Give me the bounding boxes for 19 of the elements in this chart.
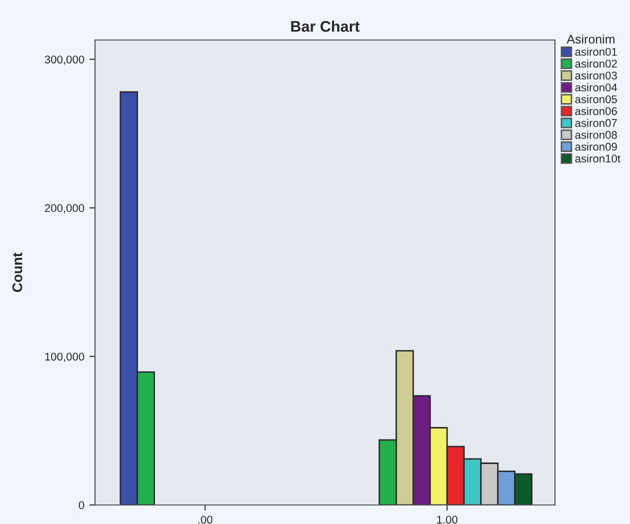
legend-title: Asironim [566,34,614,44]
legend-label: asiron07 [575,118,617,127]
chart-title: Bar Chart [291,20,360,32]
legend-label: asiron04 [575,83,618,92]
x-tick-label: .00 [198,516,212,524]
legend-label: asiron03 [575,71,617,80]
legend-label: asiron06 [575,106,617,116]
y-tick-label: 200,000 [44,204,84,214]
y-tick-label: 0 [78,501,84,510]
y-axis-title: Count [12,252,22,292]
y-tick-label: 100,000 [45,352,84,362]
legend-label: asiron05 [575,95,617,104]
legend-label: asiron02 [575,59,617,68]
legend-label: asiron09 [575,142,617,151]
y-tick-label: 300,000 [44,56,84,65]
legend-label: asiron08 [575,130,617,139]
legend-label: asiron10t [575,154,620,163]
legend-label: asiron01 [575,48,617,56]
x-tick-label: 1.00 [437,516,458,524]
